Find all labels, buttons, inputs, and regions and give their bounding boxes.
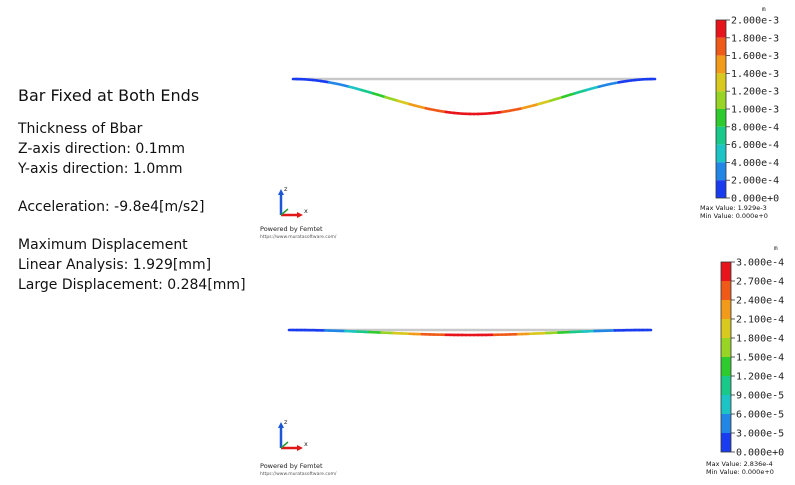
- y-axis-thickness: Y-axis direction: 1.0mm: [18, 161, 183, 177]
- colorbar-segment: [716, 73, 726, 92]
- colorbar-segment: [721, 319, 731, 338]
- colorbar-segment: [721, 357, 731, 376]
- axis-x-label: x: [304, 207, 308, 215]
- large-displacement-result: Large Displacement: 0.284[mm]: [18, 277, 246, 293]
- vendor-url: https://www.muratasoftware.com/: [260, 234, 337, 240]
- colorbar: [715, 19, 727, 199]
- linear-analysis-result: Linear Analysis: 1.929[mm]: [18, 257, 212, 273]
- powered-by: Powered by Femtet: [260, 462, 323, 470]
- acceleration-text: Acceleration: -9.8e4[m/s2]: [18, 199, 205, 215]
- axis-z-label: z: [284, 185, 288, 193]
- colorbar-segment: [716, 144, 726, 163]
- colorbar-segment: [716, 162, 726, 181]
- axis-triad: z x: [278, 418, 308, 451]
- colorbar-segment: [716, 109, 726, 127]
- colorbar-label: 2.000e-3: [731, 16, 779, 27]
- colorbar-segment: [721, 414, 731, 433]
- colorbar-labels: 3.000e-4 2.700e-4 2.400e-4 2.100e-4 1.800e-4…: [731, 258, 784, 459]
- colorbar-label: 2.100e-4: [736, 315, 784, 326]
- max-value: Max Value: 1.929e-3: [700, 204, 767, 212]
- max-displacement-heading: Maximum Displacement: [18, 237, 188, 253]
- colorbar-segment: [716, 180, 726, 198]
- colorbar-segment: [716, 20, 726, 38]
- unit-label: m: [774, 245, 778, 252]
- thickness-heading: Thickness of Bbar: [18, 121, 143, 137]
- colorbar-label: 1.000e-3: [731, 105, 779, 116]
- colorbar-segment: [716, 55, 726, 74]
- axis-x-label: x: [304, 440, 308, 448]
- colorbar-label: 2.000e-4: [731, 176, 779, 187]
- unit-label: m: [762, 6, 766, 13]
- colorbar-label: 1.200e-4: [736, 372, 784, 383]
- axis-triad: z x: [278, 185, 308, 218]
- colorbar-label: 1.200e-3: [731, 87, 779, 98]
- colorbar-label: 1.600e-3: [731, 51, 779, 62]
- colorbar-label: 9.000e-5: [736, 391, 784, 402]
- colorbar-label: 8.000e-4: [731, 122, 779, 133]
- colorbar-label: 1.400e-3: [731, 69, 779, 80]
- colorbar-label: 0.000e+0: [731, 194, 779, 205]
- colorbar: [720, 261, 732, 453]
- z-axis-thickness: Z-axis direction: 0.1mm: [18, 141, 185, 157]
- colorbar-label: 6.000e-4: [731, 140, 779, 151]
- colorbar-segment: [716, 126, 726, 145]
- colorbar-segment: [721, 281, 731, 300]
- description-panel: Bar Fixed at Both Ends Thickness of Bbar…: [18, 86, 246, 295]
- colorbar-segment: [716, 91, 726, 109]
- colorbar-segment: [721, 395, 731, 414]
- colorbar-label: 4.000e-4: [731, 158, 779, 169]
- colorbar-label: 2.700e-4: [736, 277, 784, 288]
- colorbar-label: 3.000e-4: [736, 258, 784, 269]
- colorbar-label: 3.000e-5: [736, 429, 784, 440]
- axis-z-label: z: [284, 418, 288, 426]
- page-title: Bar Fixed at Both Ends: [18, 86, 200, 105]
- deformed-bar: [291, 77, 657, 116]
- deformed-bar: [287, 328, 653, 337]
- colorbar-label: 6.000e-5: [736, 410, 784, 421]
- colorbar-label: 1.500e-4: [736, 353, 784, 364]
- colorbar-segment: [716, 37, 726, 56]
- colorbar-label: 0.000e+0: [736, 448, 784, 459]
- colorbar-label: 1.800e-3: [731, 33, 779, 44]
- colorbar-segment: [721, 300, 731, 319]
- colorbar-segment: [721, 338, 731, 357]
- vendor-url: https://www.muratasoftware.com/: [260, 471, 337, 477]
- colorbar-segment: [721, 433, 731, 452]
- max-value: Max Value: 2.836e-4: [706, 460, 773, 468]
- view-large-displacement: m 3.000e-4 2.700e-4 2.400e-4 2.100e-4 1.800e…: [260, 245, 784, 477]
- powered-by: Powered by Femtet: [260, 225, 323, 233]
- colorbar-labels: 2.000e-3 1.800e-3 1.600e-3 1.400e-3 1.200e-3…: [726, 16, 779, 205]
- colorbar-label: 2.400e-4: [736, 296, 784, 307]
- colorbar-segment: [721, 262, 731, 281]
- min-value: Min Value: 0.000e+0: [706, 468, 774, 476]
- min-value: Min Value: 0.000e+0: [700, 212, 768, 220]
- colorbar-label: 1.800e-4: [736, 334, 784, 345]
- colorbar-segment: [721, 376, 731, 395]
- view-linear: m 2.000e-3 1.800e-3 1.600e-3 1.400e-3 1.200e…: [260, 6, 779, 240]
